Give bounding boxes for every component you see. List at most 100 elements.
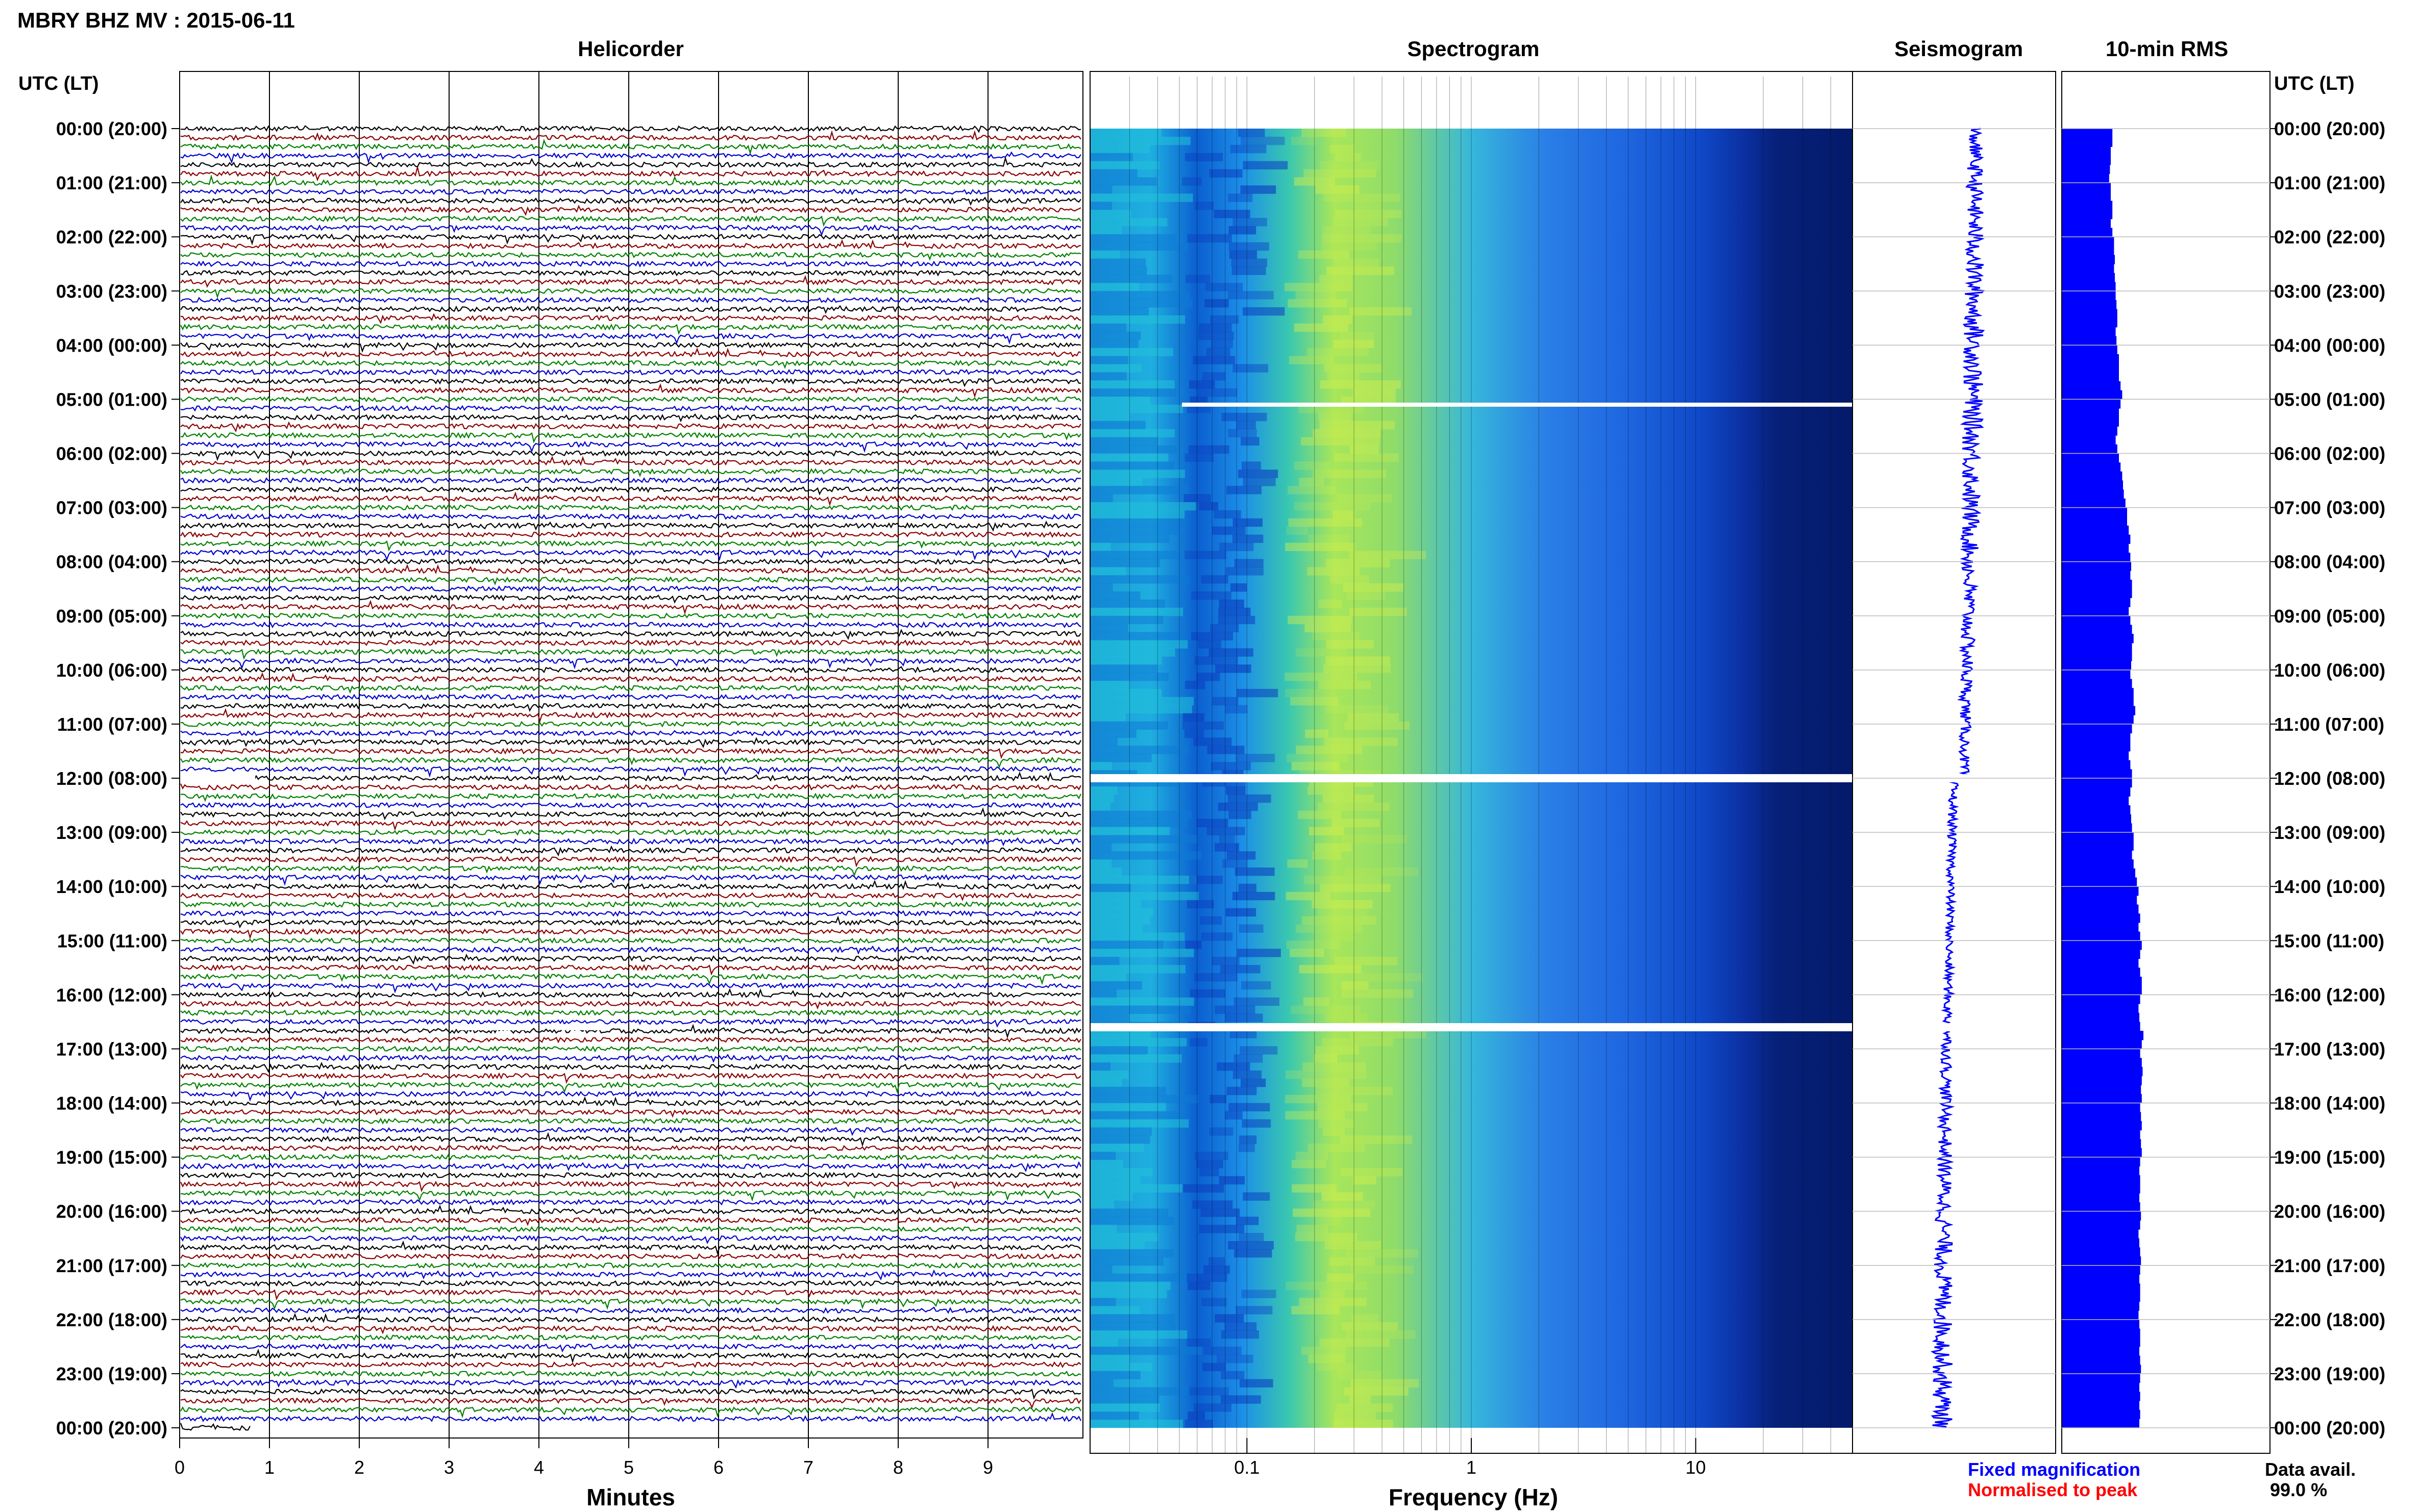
spectrogram-band bbox=[1308, 534, 1349, 543]
rms-bar bbox=[2062, 1049, 2140, 1058]
spectrogram-band bbox=[1090, 250, 1120, 259]
spectrogram-band bbox=[1198, 331, 1234, 340]
spectrogram-band bbox=[1225, 1013, 1263, 1022]
rms-bar bbox=[2062, 652, 2132, 661]
spectrogram-band bbox=[1090, 1192, 1133, 1201]
spectrogram-band bbox=[1304, 875, 1381, 884]
minute-tick-label: 9 bbox=[983, 1457, 993, 1478]
spectrogram-band bbox=[1090, 453, 1169, 462]
spectrogram-band bbox=[1323, 315, 1352, 324]
time-tick-label-left: 16:00 (12:00) bbox=[56, 984, 167, 1005]
rms-bar bbox=[2062, 1211, 2141, 1221]
spectrogram-band bbox=[1090, 1281, 1171, 1290]
helicorder-trace bbox=[180, 513, 1081, 520]
spectrogram-band bbox=[1344, 721, 1410, 730]
spectrogram-band bbox=[1343, 583, 1403, 592]
spectrogram-band bbox=[1220, 964, 1261, 974]
seismogram-panel bbox=[1928, 128, 1989, 1428]
spectrogram-band bbox=[1090, 266, 1147, 275]
rms-bar bbox=[2062, 1382, 2139, 1392]
spectrogram-band bbox=[1090, 559, 1161, 567]
spectrogram-band bbox=[1183, 1420, 1213, 1428]
rms-bar bbox=[2062, 886, 2139, 896]
spectrogram-band bbox=[1307, 1144, 1365, 1152]
helicorder-trace bbox=[180, 973, 1081, 985]
rms-bar bbox=[2062, 1004, 2139, 1013]
helicorder-trace bbox=[180, 557, 1081, 565]
helicorder-trace bbox=[180, 901, 1081, 908]
spectrogram-band bbox=[1241, 981, 1271, 990]
time-tick-label-right: 16:00 (12:00) bbox=[2274, 984, 2385, 1005]
spectrogram-band bbox=[1316, 1362, 1356, 1372]
spectrogram-band bbox=[1313, 429, 1381, 438]
spectrogram-band bbox=[1322, 234, 1402, 243]
time-tick-label-left: 18:00 (14:00) bbox=[56, 1093, 167, 1114]
spectrogram-band bbox=[1238, 469, 1278, 478]
spectrogram-band bbox=[1201, 575, 1228, 584]
spectrogram-band bbox=[1225, 567, 1264, 576]
spectrogram-band bbox=[1090, 1330, 1188, 1339]
rms-bar bbox=[2062, 1256, 2141, 1266]
rms-bar bbox=[2062, 345, 2117, 355]
spectrogram-band bbox=[1196, 1159, 1223, 1169]
spectrogram-band bbox=[1285, 1095, 1351, 1103]
spectrogram-band bbox=[1090, 1013, 1129, 1022]
spectrogram-band bbox=[1317, 1103, 1368, 1111]
helicorder-trace bbox=[180, 138, 1081, 156]
rms-bar bbox=[2062, 516, 2127, 526]
spectrogram-band bbox=[1183, 494, 1211, 503]
spectrogram-band bbox=[1090, 1290, 1167, 1298]
spectrogram-band bbox=[1090, 153, 1133, 162]
spectrogram-band bbox=[1090, 786, 1118, 795]
spectrogram-band bbox=[1090, 729, 1137, 738]
spectrogram-band bbox=[1090, 1095, 1199, 1103]
rms-bar bbox=[2062, 796, 2129, 806]
spectrogram-band bbox=[1228, 1241, 1274, 1250]
spectrogram-band bbox=[1318, 1119, 1354, 1128]
rms-bar bbox=[2062, 805, 2131, 815]
helicorder-trace bbox=[180, 783, 1081, 791]
helicorder-xlabel: Minutes bbox=[586, 1484, 675, 1510]
helicorder-trace bbox=[180, 792, 1081, 802]
spectrogram-band bbox=[1090, 461, 1174, 470]
spectrogram-band bbox=[1341, 989, 1414, 998]
spectrogram-title: Spectrogram bbox=[1407, 37, 1539, 61]
helicorder-trace bbox=[180, 1217, 1081, 1226]
spectrogram-band bbox=[1232, 534, 1264, 543]
spectrogram-band bbox=[1090, 1151, 1116, 1160]
helicorder-trace bbox=[180, 820, 1081, 831]
spectrogram-band bbox=[1193, 356, 1236, 364]
spectrogram-band bbox=[1295, 1151, 1328, 1160]
helicorder-trace bbox=[180, 639, 1081, 647]
rms-bar bbox=[2062, 1202, 2140, 1212]
helicorder-trace bbox=[180, 456, 1081, 466]
spectrogram-band bbox=[1090, 542, 1111, 551]
spectrogram-band bbox=[1090, 1241, 1145, 1250]
helicorder-trace bbox=[180, 432, 1081, 443]
helicorder-trace bbox=[180, 233, 1081, 245]
spectrogram-band bbox=[1232, 518, 1263, 527]
rms-bar bbox=[2062, 1265, 2140, 1275]
rms-bar bbox=[2062, 1130, 2140, 1139]
spectrogram-band bbox=[1320, 883, 1391, 893]
spectrogram-band bbox=[1090, 1062, 1111, 1071]
spectrogram-band bbox=[1217, 1062, 1250, 1071]
spectrogram-band bbox=[1090, 851, 1202, 860]
rms-title: 10-min RMS bbox=[2106, 37, 2228, 61]
helicorder-trace bbox=[180, 1081, 1081, 1094]
spectrogram-band bbox=[1090, 1038, 1187, 1047]
spectrogram-band bbox=[1090, 1046, 1148, 1055]
spectrogram-band bbox=[1090, 396, 1150, 405]
rms-panel bbox=[2062, 129, 2143, 1428]
helicorder-trace bbox=[180, 287, 1081, 299]
minute-tick-label: 7 bbox=[803, 1457, 813, 1478]
helicorder-trace bbox=[180, 729, 1081, 737]
spectrogram-band bbox=[1090, 1420, 1186, 1428]
rms-bar bbox=[2062, 787, 2131, 797]
spectrogram-band bbox=[1090, 144, 1150, 154]
time-tick-label-right: 09:00 (05:00) bbox=[2274, 606, 2385, 627]
spectrogram-band bbox=[1312, 632, 1360, 640]
spectrogram-band bbox=[1090, 624, 1128, 633]
spectrogram-band bbox=[1241, 437, 1260, 446]
spectrogram-band bbox=[1090, 1054, 1182, 1063]
